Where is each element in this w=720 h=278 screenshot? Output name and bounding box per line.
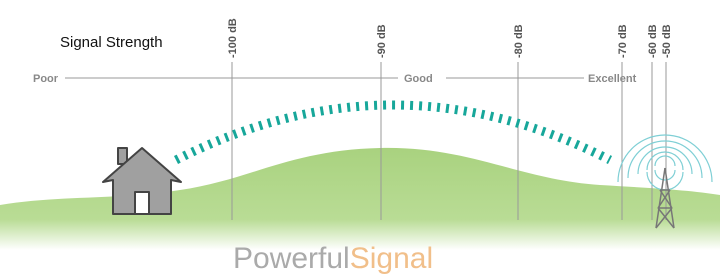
scale-poor: Poor — [33, 73, 59, 85]
tower-waves — [618, 135, 712, 190]
db-label: -90 dB — [376, 24, 388, 58]
title: Signal Strength — [60, 34, 163, 51]
house — [103, 148, 181, 214]
brand-first: Powerful — [233, 242, 350, 275]
hills — [0, 148, 720, 250]
db-label: -50 dB — [661, 24, 673, 58]
db-label: -80 dB — [513, 24, 525, 58]
brand-second: Signal — [350, 242, 433, 275]
brand: PowerfulSignal — [233, 242, 433, 275]
db-label: -70 dB — [617, 24, 629, 58]
scale-excellent: Excellent — [588, 73, 637, 85]
db-label: -60 dB — [647, 24, 659, 58]
diagram: Signal Strength Poor Good Excellent -100… — [0, 0, 720, 278]
scale-good: Good — [404, 73, 433, 85]
db-label: -100 dB — [227, 18, 239, 58]
